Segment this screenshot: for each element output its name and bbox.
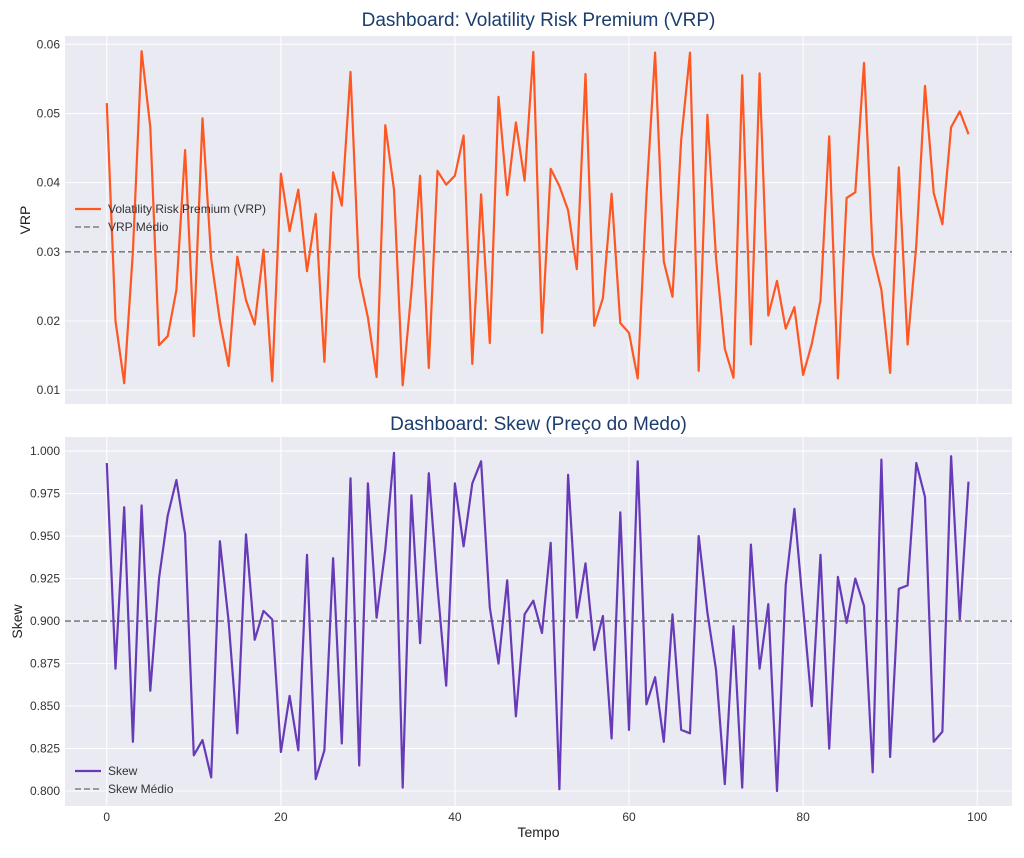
y-tick-label: 0.875 xyxy=(30,657,60,671)
y-axis-label: Skew xyxy=(9,603,25,638)
y-tick-label: 0.925 xyxy=(30,572,60,586)
y-tick-label: 0.06 xyxy=(37,37,61,51)
x-tick-label: 100 xyxy=(967,810,987,824)
legend: Skew Skew Médio xyxy=(75,764,174,796)
y-tick-label: 0.975 xyxy=(30,487,60,501)
y-tick-label: 0.800 xyxy=(30,784,60,798)
x-tick-label: 20 xyxy=(274,810,288,824)
legend-label: VRP Médio xyxy=(108,220,169,234)
y-tick-label: 0.850 xyxy=(30,699,60,713)
x-tick-label: 40 xyxy=(448,810,462,824)
x-axis-label: Tempo xyxy=(517,824,559,840)
series-line xyxy=(105,50,970,387)
y-tick-label: 0.900 xyxy=(30,614,60,628)
legend: Volatility Risk Premium (VRP) VRP Médio xyxy=(75,202,266,234)
subplot-skew: 0.800 0.825 0.850 0.875 0.900 0.925 0.950 0.975… xyxy=(9,414,1012,840)
y-tick-label: 0.05 xyxy=(37,106,61,120)
y-tick-label: 0.04 xyxy=(37,176,61,190)
y-axis-label: VRP xyxy=(17,206,33,235)
x-tick-label: 80 xyxy=(796,810,810,824)
y-tick-label: 0.03 xyxy=(37,245,61,259)
legend-label: Skew xyxy=(108,764,138,778)
chart-title: Dashboard: Skew (Preço do Medo) xyxy=(390,414,687,435)
x-tick-label: 0 xyxy=(103,810,110,824)
y-tick-label: 0.02 xyxy=(37,314,61,328)
chart-title: Dashboard: Volatility Risk Premium (VRP) xyxy=(362,10,716,31)
subplot-vrp: 0.01 0.02 0.03 0.04 0.05 0.06 Dashboard: Volat… xyxy=(17,10,1012,404)
y-tick-label: 0.950 xyxy=(30,529,60,543)
y-tick-label: 0.825 xyxy=(30,742,60,756)
legend-label: Volatility Risk Premium (VRP) xyxy=(108,202,266,216)
y-tick-label: 0.01 xyxy=(37,383,61,397)
x-tick-label: 60 xyxy=(622,810,636,824)
series-line xyxy=(105,451,970,793)
legend-label: Skew Médio xyxy=(108,782,174,796)
y-tick-label: 1.000 xyxy=(30,444,60,458)
